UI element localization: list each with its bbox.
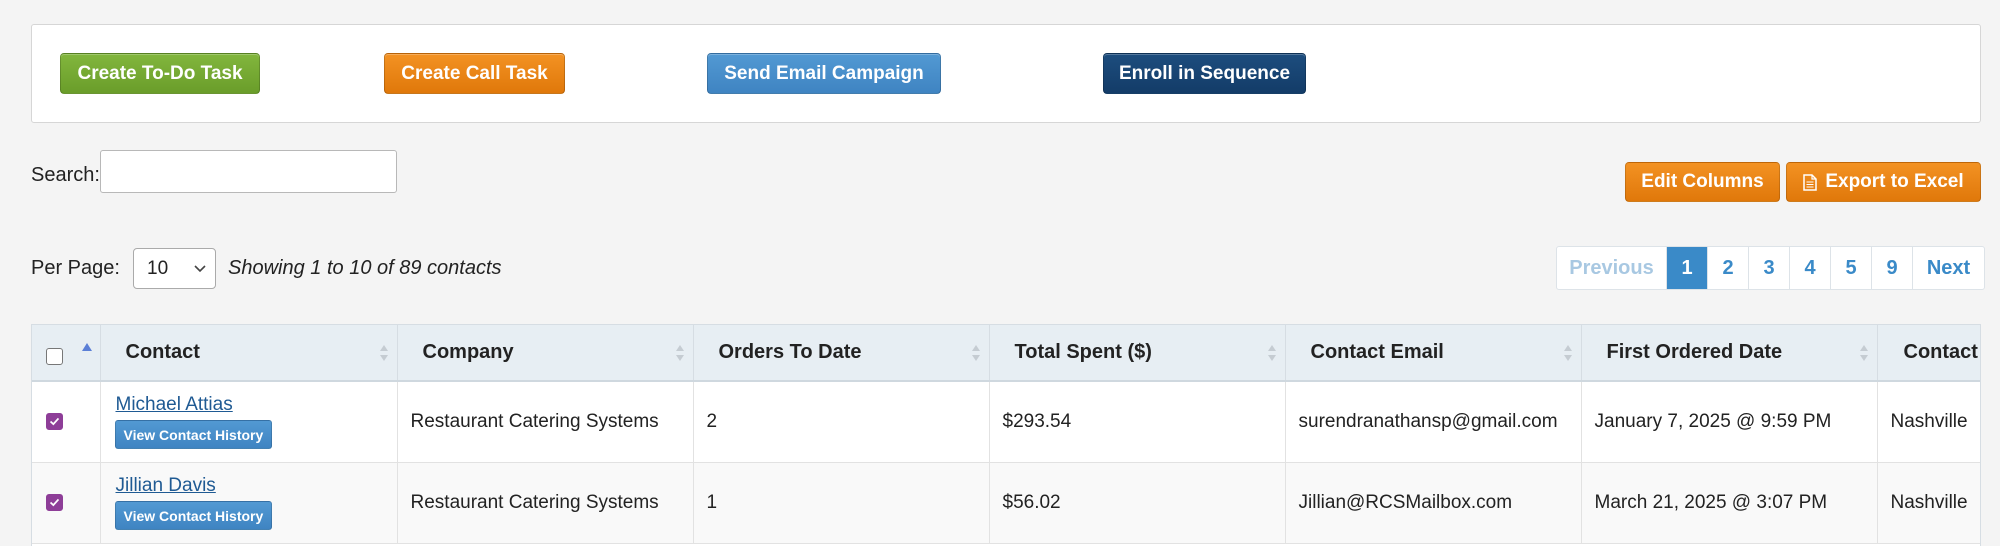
column-header-label: First Ordered Date xyxy=(1606,341,1783,363)
first-ordered-cell: January 7, 2025 @ 9:59 PM xyxy=(1581,381,1878,463)
document-icon xyxy=(1803,173,1818,191)
sort-icon xyxy=(1267,345,1276,361)
search-input[interactable] xyxy=(100,150,397,193)
row-checkbox[interactable] xyxy=(46,413,63,431)
page-3-button[interactable]: 3 xyxy=(1748,247,1789,289)
showing-count: Showing 1 to 10 of 89 contacts xyxy=(228,257,502,279)
company-cell: Restaurant Catering Systems xyxy=(397,381,694,463)
column-header-contact[interactable]: Contact xyxy=(100,325,398,382)
sort-icon xyxy=(675,345,684,361)
page-5-button[interactable]: 5 xyxy=(1830,247,1871,289)
table-row: Michael Attias View Contact History Rest… xyxy=(32,381,1980,463)
export-excel-button[interactable]: Export to Excel xyxy=(1786,162,1981,202)
previous-page-button[interactable]: Previous xyxy=(1569,256,1654,279)
contact-cell: Michael Attias View Contact History xyxy=(100,381,398,463)
column-header-label: Orders To Date xyxy=(718,341,862,363)
enroll-sequence-button[interactable]: Enroll in Sequence xyxy=(1103,53,1306,94)
row-checkbox[interactable] xyxy=(46,493,63,511)
column-header-total-spent[interactable]: Total Spent ($) xyxy=(989,325,1286,382)
send-email-campaign-button[interactable]: Send Email Campaign xyxy=(707,53,941,94)
select-all-checkbox[interactable] xyxy=(46,348,63,365)
contacts-table-container: Contact Company Orders To Date Total Spe… xyxy=(31,324,1981,546)
table-row: Jillian Davis View Contact History Resta… xyxy=(32,462,1980,544)
row-select-cell xyxy=(32,381,101,463)
orders-cell: 2 xyxy=(693,381,990,463)
edit-columns-label: Edit Columns xyxy=(1641,171,1764,192)
contact-city-cell: Nashville xyxy=(1877,462,1980,544)
column-header-company[interactable]: Company xyxy=(397,325,694,382)
row-select-cell xyxy=(32,462,101,544)
sort-icon xyxy=(379,345,388,361)
column-header-label: Contact xyxy=(1903,341,1978,363)
contact-cell: Jillian Davis View Contact History xyxy=(100,462,398,544)
page-9-button[interactable]: 9 xyxy=(1871,247,1912,289)
column-header-email[interactable]: Contact Email xyxy=(1285,325,1582,382)
export-excel-label: Export to Excel xyxy=(1825,171,1964,192)
pagination: Previous 1 2 3 4 5 9 Next xyxy=(1556,246,1985,290)
sort-icon xyxy=(1563,345,1572,361)
orders-cell: 1 xyxy=(693,462,990,544)
page-2-button[interactable]: 2 xyxy=(1707,247,1748,289)
column-header-first-ordered[interactable]: First Ordered Date xyxy=(1581,325,1878,382)
email-cell: surendranathansp@gmail.com xyxy=(1285,381,1582,463)
search-label: Search: xyxy=(31,164,100,186)
next-page-button[interactable]: Next xyxy=(1912,247,1984,289)
email-cell: Jillian@RCSMailbox.com xyxy=(1285,462,1582,544)
sort-ascending-icon[interactable] xyxy=(81,342,93,352)
column-header-label: Total Spent ($) xyxy=(1014,341,1152,363)
contact-name-link[interactable]: Michael Attias xyxy=(115,394,233,416)
column-header-orders[interactable]: Orders To Date xyxy=(693,325,990,382)
company-cell: Restaurant Catering Systems xyxy=(397,462,694,544)
column-header-contact-city[interactable]: Contact xyxy=(1877,325,1980,382)
create-call-task-button[interactable]: Create Call Task xyxy=(384,53,565,94)
page-4-button[interactable]: 4 xyxy=(1789,247,1830,289)
chevron-down-icon xyxy=(194,265,206,273)
column-header-label: Contact xyxy=(125,341,200,363)
contact-name-link[interactable]: Jillian Davis xyxy=(115,475,216,496)
table-header-row: Contact Company Orders To Date Total Spe… xyxy=(32,325,1980,382)
column-header-label: Company xyxy=(422,341,514,363)
total-spent-cell: $56.02 xyxy=(989,462,1286,544)
view-contact-history-button[interactable]: View Contact History xyxy=(114,501,273,530)
per-page-label: Per Page: xyxy=(31,257,120,279)
column-header-label: Contact Email xyxy=(1310,341,1444,363)
sort-icon xyxy=(1859,345,1868,361)
create-todo-task-button[interactable]: Create To-Do Task xyxy=(60,53,260,94)
per-page-value: 10 xyxy=(147,257,169,279)
page-1-button[interactable]: 1 xyxy=(1666,247,1707,289)
per-page-select[interactable]: 10 xyxy=(133,248,216,289)
total-spent-cell: $293.54 xyxy=(989,381,1286,463)
select-all-cell xyxy=(32,325,101,382)
edit-columns-button[interactable]: Edit Columns xyxy=(1625,162,1780,202)
first-ordered-cell: March 21, 2025 @ 3:07 PM xyxy=(1581,462,1878,544)
contact-city-cell: Nashville xyxy=(1877,381,1980,463)
sort-icon xyxy=(971,345,980,361)
contacts-table: Contact Company Orders To Date Total Spe… xyxy=(32,325,1980,544)
view-contact-history-button[interactable]: View Contact History xyxy=(114,420,273,450)
bulk-actions-panel: Create To-Do Task Create Call Task Send … xyxy=(31,24,1981,123)
